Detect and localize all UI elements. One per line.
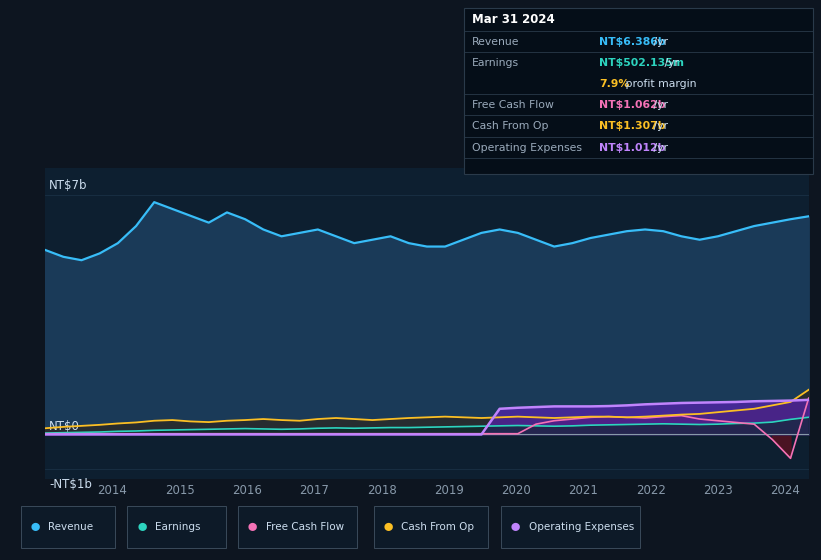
Text: ⬤: ⬤: [137, 522, 146, 531]
Text: 7.9%: 7.9%: [599, 79, 630, 89]
Text: NT$0: NT$0: [49, 420, 80, 433]
Text: NT$1.062b: NT$1.062b: [599, 100, 666, 110]
Text: Mar 31 2024: Mar 31 2024: [472, 13, 555, 26]
Text: -NT$1b: -NT$1b: [49, 478, 92, 491]
Text: /yr: /yr: [649, 122, 667, 132]
Text: NT$1.012b: NT$1.012b: [599, 143, 666, 152]
Text: ⬤: ⬤: [383, 522, 392, 531]
Text: Earnings: Earnings: [472, 58, 519, 68]
Text: NT$502.135m: NT$502.135m: [599, 58, 685, 68]
Text: NT$7b: NT$7b: [49, 179, 88, 192]
Text: Operating Expenses: Operating Expenses: [529, 522, 634, 531]
Text: Earnings: Earnings: [155, 522, 200, 531]
Text: /yr: /yr: [649, 100, 667, 110]
Text: /yr: /yr: [661, 58, 679, 68]
Text: Operating Expenses: Operating Expenses: [472, 143, 582, 152]
Text: ⬤: ⬤: [248, 522, 257, 531]
Text: /yr: /yr: [649, 143, 667, 152]
Text: ⬤: ⬤: [30, 522, 39, 531]
Text: NT$6.386b: NT$6.386b: [599, 36, 666, 46]
Text: Free Cash Flow: Free Cash Flow: [266, 522, 344, 531]
Text: ⬤: ⬤: [511, 522, 520, 531]
Text: /yr: /yr: [649, 36, 667, 46]
Text: NT$1.307b: NT$1.307b: [599, 122, 666, 132]
Text: Cash From Op: Cash From Op: [472, 122, 548, 132]
Text: Cash From Op: Cash From Op: [401, 522, 475, 531]
Text: Free Cash Flow: Free Cash Flow: [472, 100, 554, 110]
Text: profit margin: profit margin: [621, 79, 696, 89]
Text: Revenue: Revenue: [472, 36, 520, 46]
Text: Revenue: Revenue: [48, 522, 94, 531]
